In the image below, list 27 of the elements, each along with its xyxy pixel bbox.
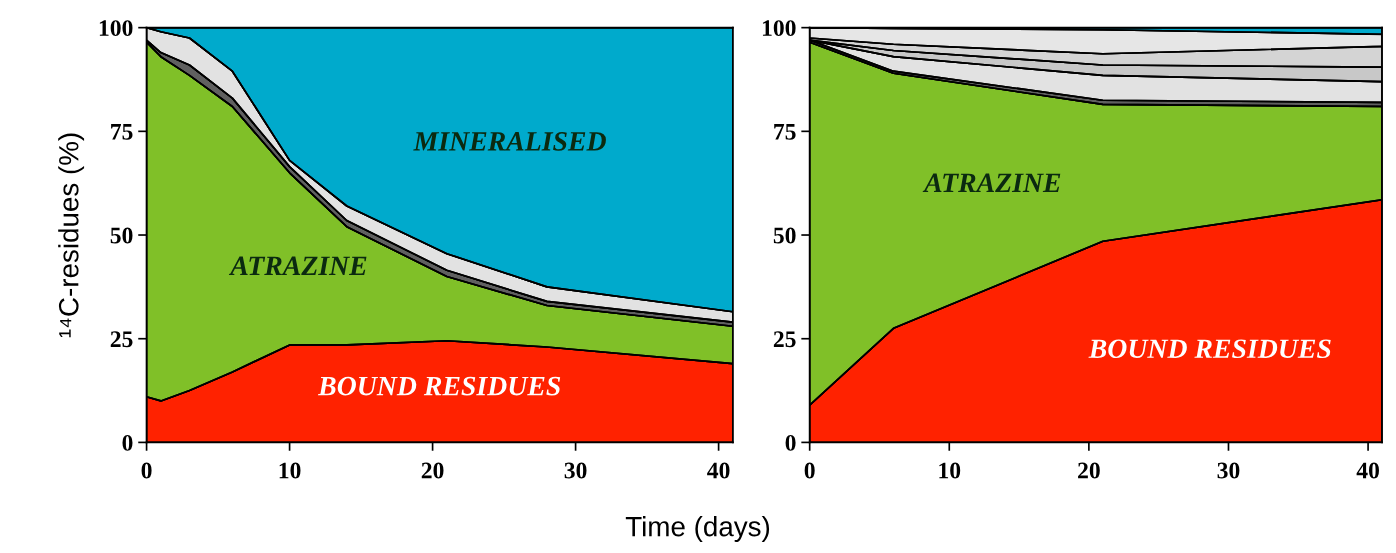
y-tick-label: 50: [773, 227, 796, 244]
x-tick-label: 40: [1356, 462, 1379, 479]
annotation: ATRAZINE: [228, 256, 367, 275]
x-tick-label: 0: [141, 462, 152, 479]
y-tick-label: 25: [773, 331, 796, 348]
y-tick-label: 25: [110, 331, 133, 348]
x-tick-label: 10: [279, 462, 301, 479]
y-tick-label: 75: [774, 124, 796, 140]
x-tick-label: 10: [939, 462, 961, 479]
y-tick-label: 50: [110, 227, 133, 244]
y-tick-label: 75: [111, 124, 133, 140]
y-tick-label: 0: [785, 434, 796, 451]
x-tick-label: 0: [804, 462, 815, 479]
annotation: MINERALISED: [413, 132, 606, 151]
annotation: BOUND RESIDUES: [1088, 339, 1331, 359]
x-tick-label: 40: [707, 462, 730, 479]
annotation: ATRAZINE: [922, 173, 1061, 192]
x-tick-label: 30: [564, 462, 587, 479]
x-tick-label: 30: [1217, 462, 1240, 479]
y-tick-label: 0: [122, 434, 133, 451]
x-tick-label: 20: [1078, 462, 1100, 479]
annotation: BOUND RESIDUES: [317, 376, 561, 396]
y-tick-label: 100: [762, 20, 796, 37]
y-axis-title: ¹⁴C-residues (%): [58, 133, 85, 338]
x-tick-label: 20: [421, 462, 444, 479]
x-axis-title: Time (days): [625, 516, 770, 542]
y-tick-label: 100: [99, 20, 133, 37]
